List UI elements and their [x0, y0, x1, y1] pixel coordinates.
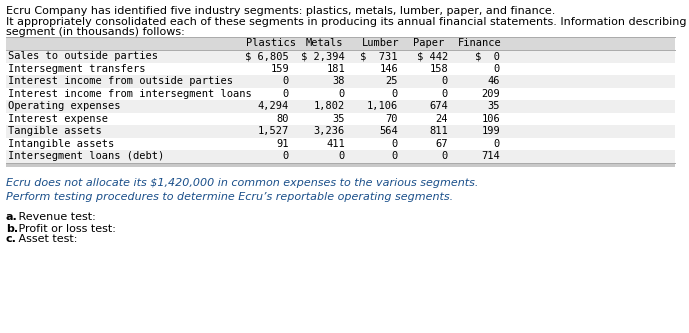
Text: 35: 35 — [488, 101, 500, 111]
Text: 199: 199 — [481, 126, 500, 136]
Text: Interest income from intersegment loans: Interest income from intersegment loans — [8, 89, 251, 99]
Text: Intersegment loans (debt): Intersegment loans (debt) — [8, 151, 164, 161]
Text: Perform testing procedures to determine Ecru’s reportable operating segments.: Perform testing procedures to determine … — [6, 192, 453, 202]
Bar — [6, 113, 675, 125]
Text: Revenue test:: Revenue test: — [15, 212, 96, 222]
Text: 159: 159 — [270, 64, 289, 74]
Text: 1,106: 1,106 — [367, 101, 398, 111]
Bar — [6, 163, 675, 166]
Text: 0: 0 — [494, 139, 500, 149]
Text: 0: 0 — [282, 76, 289, 86]
Text: 38: 38 — [333, 76, 345, 86]
Bar — [6, 125, 675, 138]
Text: 0: 0 — [339, 151, 345, 161]
Text: Paper: Paper — [413, 39, 444, 49]
Bar — [6, 75, 675, 88]
Text: 811: 811 — [429, 126, 448, 136]
Text: $ 2,394: $ 2,394 — [301, 51, 345, 61]
Text: Metals: Metals — [305, 39, 342, 49]
Text: Ecru Company has identified five industry segments: plastics, metals, lumber, pa: Ecru Company has identified five industr… — [6, 6, 555, 16]
Text: Profit or loss test:: Profit or loss test: — [15, 223, 116, 233]
Text: Finance: Finance — [458, 39, 502, 49]
Text: Lumber: Lumber — [362, 39, 400, 49]
Text: $ 442: $ 442 — [417, 51, 448, 61]
Text: It appropriately consolidated each of these segments in producing its annual fin: It appropriately consolidated each of th… — [6, 17, 689, 27]
Text: 181: 181 — [327, 64, 345, 74]
Text: Plastics: Plastics — [246, 39, 296, 49]
Text: Interest expense: Interest expense — [8, 114, 108, 124]
Text: Intersegment transfers: Intersegment transfers — [8, 64, 145, 74]
Text: 0: 0 — [494, 64, 500, 74]
Text: 0: 0 — [282, 89, 289, 99]
Text: $  0: $ 0 — [475, 51, 500, 61]
Text: 0: 0 — [282, 151, 289, 161]
Text: 674: 674 — [429, 101, 448, 111]
Text: Asset test:: Asset test: — [15, 234, 77, 244]
Bar — [6, 50, 675, 63]
Bar — [6, 150, 675, 163]
Text: b.: b. — [6, 223, 18, 233]
Bar — [6, 88, 675, 100]
Text: 0: 0 — [392, 151, 398, 161]
Text: 46: 46 — [488, 76, 500, 86]
Text: 146: 146 — [379, 64, 398, 74]
Text: 35: 35 — [333, 114, 345, 124]
Text: a.: a. — [6, 212, 18, 222]
Text: $  731: $ 731 — [360, 51, 398, 61]
Text: 0: 0 — [392, 89, 398, 99]
Text: 714: 714 — [481, 151, 500, 161]
Text: 0: 0 — [339, 89, 345, 99]
Bar — [6, 63, 675, 75]
Text: Ecru does not allocate its $1,420,000 in common expenses to the various segments: Ecru does not allocate its $1,420,000 in… — [6, 178, 478, 188]
Text: 0: 0 — [392, 139, 398, 149]
Text: 1,527: 1,527 — [258, 126, 289, 136]
Bar — [6, 37, 675, 50]
Text: 0: 0 — [442, 76, 448, 86]
Text: 1,802: 1,802 — [313, 101, 345, 111]
Text: 91: 91 — [276, 139, 289, 149]
Text: Intangible assets: Intangible assets — [8, 139, 114, 149]
Text: Operating expenses: Operating expenses — [8, 101, 121, 111]
Text: segment (in thousands) follows:: segment (in thousands) follows: — [6, 27, 185, 37]
Text: 3,236: 3,236 — [313, 126, 345, 136]
Text: 411: 411 — [327, 139, 345, 149]
Text: Interest income from outside parties: Interest income from outside parties — [8, 76, 233, 86]
Text: 24: 24 — [435, 114, 448, 124]
Text: 70: 70 — [386, 114, 398, 124]
Text: 4,294: 4,294 — [258, 101, 289, 111]
Text: 0: 0 — [442, 151, 448, 161]
Text: 209: 209 — [481, 89, 500, 99]
Text: 158: 158 — [429, 64, 448, 74]
Text: $ 6,805: $ 6,805 — [245, 51, 289, 61]
Text: c.: c. — [6, 234, 17, 244]
Text: 80: 80 — [276, 114, 289, 124]
Text: 106: 106 — [481, 114, 500, 124]
Bar — [6, 100, 675, 113]
Text: Sales to outside parties: Sales to outside parties — [8, 51, 158, 61]
Text: 67: 67 — [435, 139, 448, 149]
Text: 25: 25 — [386, 76, 398, 86]
Text: 564: 564 — [379, 126, 398, 136]
Bar — [6, 138, 675, 150]
Text: 0: 0 — [442, 89, 448, 99]
Text: Tangible assets: Tangible assets — [8, 126, 102, 136]
